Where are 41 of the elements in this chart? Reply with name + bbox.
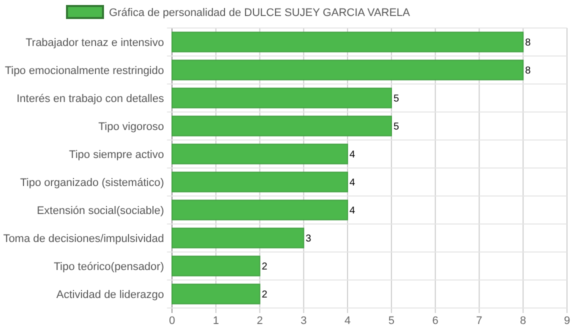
data-label: 8 [525,66,532,76]
y-tick-label: Actividad de liderazgo [56,288,164,301]
data-label: 4 [350,178,356,188]
y-tick-label: Toma de decisiones/impulsividad [3,232,164,245]
y-tick-label: Extensión social(sociable) [36,204,164,217]
bar [172,144,348,164]
y-tick-label: Tipo siempre activo [69,148,164,161]
data-label: 4 [350,150,356,160]
x-tick-label: 0 [168,315,176,327]
x-tick-label: 3 [300,315,307,327]
data-label: 5 [393,122,400,132]
bar [172,60,524,80]
data-label: 2 [262,290,268,300]
y-tick-label: Tipo emocionalmente restringido [4,64,164,77]
y-tick-label: Tipo organizado (sistemático) [20,176,164,189]
bar [172,32,524,52]
legend-label: Gráfica de personalidad de DULCE SUJEY GARCIA VARELA [109,6,411,19]
y-tick-label: Tipo teórico(pensador) [54,260,164,273]
bar [172,88,392,108]
x-tick-label: 5 [388,315,395,327]
x-tick-label: 4 [344,315,351,327]
data-label: 8 [525,38,532,48]
x-tick-label: 2 [256,315,263,327]
x-tick-label: 8 [520,315,526,327]
data-label: 3 [306,234,312,244]
x-tick-label: 6 [432,315,438,327]
bar [172,116,392,136]
bar [172,172,348,192]
y-tick-label: Trabajador tenaz e intensivo [26,36,164,49]
y-tick-label: Tipo vigoroso [98,120,164,133]
data-label: 5 [393,94,400,104]
data-label: 2 [262,262,268,272]
x-tick-label: 1 [212,315,219,327]
bar [172,284,260,304]
y-tick-label: Interés en trabajo con detalles [16,92,164,105]
data-label: 4 [350,206,356,216]
bar [172,228,304,248]
x-tick-label: 7 [476,315,482,327]
bar [172,200,348,220]
x-tick-label: 9 [564,315,570,327]
bar [172,256,260,276]
